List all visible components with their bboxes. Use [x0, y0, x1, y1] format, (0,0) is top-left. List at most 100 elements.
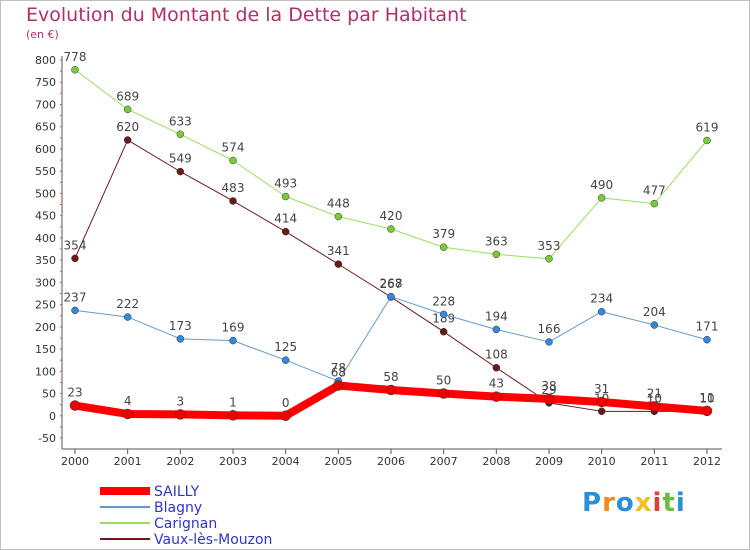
y-tick-label: 50	[42, 388, 56, 401]
legend-item-carignan: Carignan	[100, 516, 360, 532]
data-label-vaux-l-s-mouzon: 108	[485, 348, 508, 362]
data-point-blagny	[387, 292, 395, 301]
y-tick-label: 250	[35, 299, 56, 312]
data-point-sailly	[701, 405, 713, 417]
y-tick-label: 300	[35, 276, 56, 289]
data-point-sailly	[122, 408, 133, 420]
data-label-vaux-l-s-mouzon: 29	[541, 383, 556, 397]
data-point-carignan	[334, 212, 343, 221]
data-label-sailly: 3	[177, 394, 185, 408]
y-tick-label: 350	[35, 254, 56, 267]
data-point-vaux-l-s-mouzon	[229, 197, 237, 205]
data-label-carignan: 477	[643, 184, 666, 198]
data-label-blagny: 171	[696, 320, 719, 334]
data-label-carignan: 493	[274, 177, 297, 191]
y-tick-label: 550	[35, 165, 56, 178]
y-tick-label: 500	[35, 187, 56, 200]
y-tick-label: 700	[35, 98, 56, 111]
y-tick-label: 450	[35, 210, 56, 223]
x-tick-label: 2010	[588, 455, 616, 468]
legend-label: Blagny	[154, 500, 203, 516]
data-label-carignan: 574	[222, 141, 245, 155]
data-point-blagny	[492, 325, 501, 334]
x-tick-label: 2003	[219, 455, 247, 468]
x-tick-label: 2011	[640, 455, 668, 468]
data-label-carignan: 689	[116, 89, 139, 103]
data-point-carignan	[439, 243, 448, 251]
y-tick-label: 600	[35, 143, 56, 156]
data-point-blagny	[71, 306, 79, 315]
legend-label: Carignan	[154, 516, 218, 532]
data-label-sailly: 68	[331, 366, 346, 380]
x-tick-label: 2006	[377, 455, 405, 468]
data-label-blagny: 78	[331, 361, 346, 375]
data-label-sailly: 1	[229, 395, 237, 409]
legend-label: Vaux-lès-Mouzon	[154, 532, 273, 548]
data-point-blagny	[597, 307, 606, 316]
x-tick-label: 2008	[482, 455, 510, 468]
data-label-blagny: 169	[222, 321, 245, 335]
data-point-sailly	[649, 401, 660, 412]
data-label-vaux-l-s-mouzon: 10	[699, 391, 714, 405]
proxiti-logo: Proxiti	[582, 488, 686, 518]
data-label-sailly: 38	[541, 379, 556, 393]
data-point-carignan	[123, 105, 132, 114]
data-label-sailly: 0	[282, 396, 290, 410]
data-point-blagny	[229, 336, 237, 345]
data-point-sailly	[543, 393, 555, 405]
data-point-carignan	[387, 225, 395, 233]
data-label-blagny: 222	[116, 297, 139, 311]
data-label-carignan: 363	[485, 234, 508, 248]
data-point-blagny	[123, 313, 132, 321]
data-label-sailly: 4	[124, 394, 132, 408]
legend-swatch	[100, 522, 150, 524]
data-label-blagny: 173	[169, 319, 192, 333]
data-point-carignan	[71, 66, 79, 74]
data-point-blagny	[281, 356, 290, 364]
y-tick-label: 400	[35, 232, 56, 245]
data-point-carignan	[650, 199, 659, 208]
y-tick-label: 150	[35, 343, 56, 356]
data-label-blagny: 125	[274, 340, 297, 354]
data-label-carignan: 353	[538, 239, 561, 253]
legend-item-blagny: Blagny	[100, 500, 360, 516]
data-point-vaux-l-s-mouzon	[176, 167, 185, 176]
data-point-blagny	[650, 321, 659, 329]
data-label-carignan: 490	[590, 178, 613, 192]
data-point-blagny	[439, 310, 448, 319]
chart-title: Evolution du Montant de la Dette par Hab…	[26, 4, 467, 26]
data-point-vaux-l-s-mouzon	[492, 363, 501, 372]
data-label-vaux-l-s-mouzon: 189	[432, 312, 455, 326]
data-label-vaux-l-s-mouzon: 483	[222, 181, 245, 195]
x-tick-label: 2012	[693, 455, 721, 468]
data-label-sailly: 23	[67, 386, 82, 400]
data-label-blagny: 228	[432, 294, 455, 308]
data-point-sailly	[438, 388, 449, 399]
data-point-vaux-l-s-mouzon	[334, 260, 343, 268]
x-tick-label: 2002	[166, 455, 194, 468]
data-point-sailly	[596, 396, 607, 408]
data-point-sailly	[69, 400, 81, 411]
data-point-sailly	[333, 380, 344, 391]
series-line-blagny	[74, 296, 708, 382]
legend-swatch	[100, 506, 150, 508]
data-point-sailly	[491, 391, 502, 402]
data-label-blagny: 234	[590, 292, 613, 306]
y-tick-label: -50	[38, 432, 56, 445]
data-point-vaux-l-s-mouzon	[439, 327, 448, 336]
data-label-blagny: 194	[485, 309, 508, 323]
data-label-vaux-l-s-mouzon: 414	[274, 212, 297, 226]
data-point-carignan	[545, 255, 553, 263]
data-label-sailly: 31	[594, 382, 609, 396]
data-label-carignan: 778	[64, 50, 87, 64]
x-tick-label: 2004	[272, 455, 300, 468]
legend-item-vaux-l-s-mouzon: Vaux-lès-Mouzon	[100, 532, 360, 548]
data-label-sailly: 58	[383, 370, 398, 384]
data-label-blagny: 237	[64, 290, 87, 304]
data-point-blagny	[545, 338, 553, 346]
data-point-blagny	[176, 335, 185, 343]
data-label-carignan: 448	[327, 197, 350, 211]
data-point-carignan	[281, 192, 290, 201]
